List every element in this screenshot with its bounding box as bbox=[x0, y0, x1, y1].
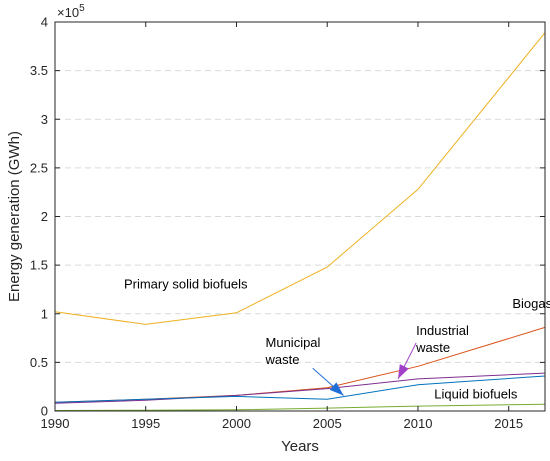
annotation-line: Municipal bbox=[266, 335, 321, 350]
y-axis-title: Energy generation (GWh) bbox=[6, 131, 23, 302]
x-tick-label: 2005 bbox=[313, 416, 342, 431]
y-tick-label: 1 bbox=[41, 306, 48, 321]
annotation-line: Primary solid biofuels bbox=[124, 276, 248, 291]
annotation-arrow-head bbox=[398, 364, 409, 379]
annotation-arrows bbox=[312, 342, 417, 396]
x-tick-label: 2015 bbox=[494, 416, 523, 431]
y-tick-label: 2 bbox=[41, 209, 48, 224]
annotation-line: waste bbox=[265, 352, 300, 367]
y-tick-label: 1.5 bbox=[30, 258, 48, 273]
y-tick-label: 2.5 bbox=[30, 160, 48, 175]
x-tick-label: 1995 bbox=[131, 416, 160, 431]
y-exponent-power: 5 bbox=[79, 3, 85, 14]
y-axis-exponent: ×105 bbox=[57, 3, 85, 20]
series-lines bbox=[54, 32, 546, 411]
series-annotation: Industrial waste bbox=[415, 323, 469, 355]
annotation-line: Industrial bbox=[416, 323, 469, 338]
series-annotation: Biogases bbox=[512, 296, 550, 311]
y-tick-label: 3 bbox=[41, 112, 48, 127]
y-tick-label: 0.5 bbox=[30, 355, 48, 370]
x-tick-label: 2010 bbox=[404, 416, 433, 431]
series-annotation: Liquid biofuels bbox=[434, 386, 518, 401]
x-tick-label: 1990 bbox=[41, 416, 70, 431]
annotation-line: Biogases bbox=[512, 296, 550, 311]
series-line-3 bbox=[54, 372, 546, 404]
grid-lines bbox=[55, 70, 545, 363]
x-tick-label: 2000 bbox=[222, 416, 251, 431]
series-annotation: Municipal waste bbox=[265, 335, 321, 367]
annotation-arrow-head bbox=[329, 382, 344, 396]
annotation-line: Liquid biofuels bbox=[434, 386, 518, 401]
series-line-4 bbox=[54, 375, 546, 403]
x-axis-title: Years bbox=[281, 438, 319, 455]
series-line-5 bbox=[54, 403, 546, 411]
series-annotation: Primary solid biofuels bbox=[124, 276, 248, 291]
y-exponent-base: ×10 bbox=[57, 5, 79, 20]
annotations: Primary solid biofuels Biogases Industrial… bbox=[124, 276, 550, 401]
annotation-line: waste bbox=[415, 340, 450, 355]
y-tick-label: 0 bbox=[41, 404, 48, 419]
series-line-1 bbox=[54, 32, 546, 325]
y-tick-label: 3.5 bbox=[30, 63, 48, 78]
y-tick-label: 4 bbox=[41, 15, 48, 30]
axis-ticks: 1990 1995 2000 2005 2010 2015 0 0.5 1 1.5 2 2.5 3 3.5… bbox=[30, 15, 545, 431]
